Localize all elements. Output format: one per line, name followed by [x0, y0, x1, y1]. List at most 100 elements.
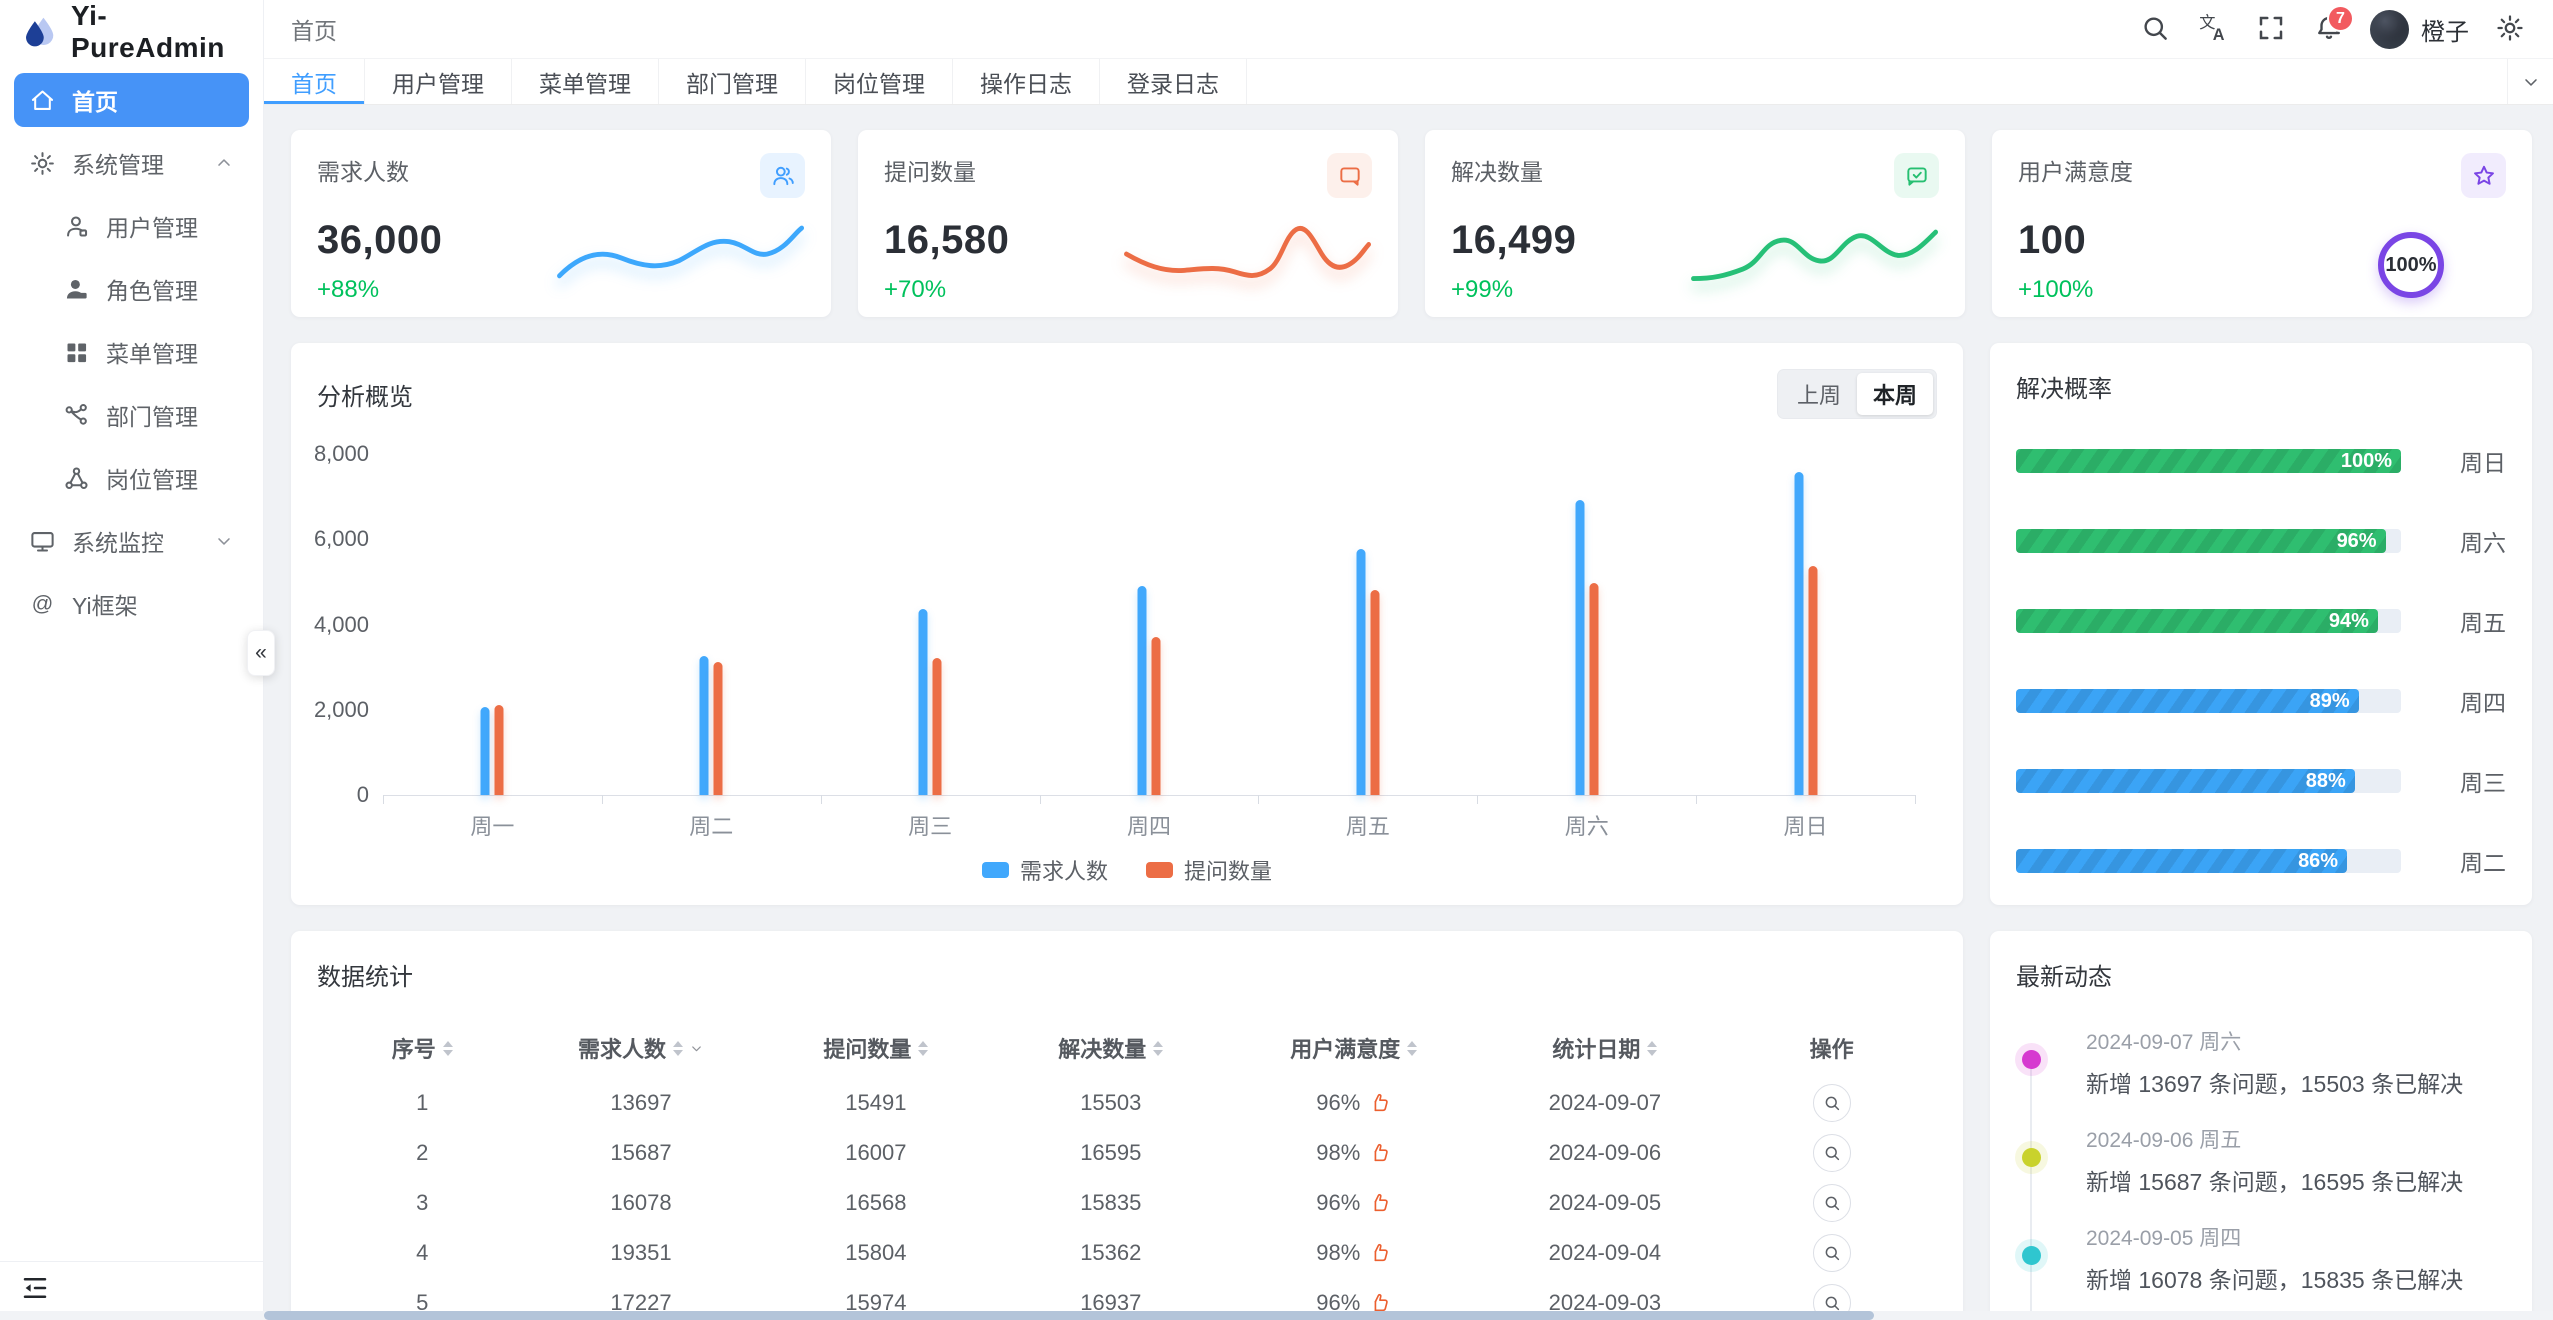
- stat-card-sparkline: [553, 213, 807, 295]
- magnifier-icon: [1823, 1244, 1841, 1262]
- bar-group: [480, 705, 504, 795]
- timeline-text: 新增 16078 条问题，15835 条已解决: [2086, 1267, 2464, 1293]
- sort-carets-icon[interactable]: [442, 1040, 453, 1056]
- tab-menu-management[interactable]: 菜单管理: [512, 59, 659, 104]
- stat-card-title: 需求人数: [317, 159, 409, 185]
- row-seq: 5: [416, 1290, 429, 1315]
- filter-chevron-icon[interactable]: [689, 1041, 704, 1056]
- week-toggle-option[interactable]: 上周: [1796, 383, 1841, 408]
- logo[interactable]: Yi-PureAdmin: [0, 0, 263, 64]
- horizontal-scrollbar-thumb[interactable]: [264, 1311, 1874, 1320]
- row-seq: 1: [416, 1090, 429, 1115]
- stat-card-header: 需求人数: [317, 153, 805, 198]
- bar-group: [1794, 472, 1818, 795]
- row-demand: 17227: [610, 1290, 672, 1315]
- tab-home[interactable]: 首页: [264, 59, 365, 104]
- column-header-label: 用户满意度: [1290, 1037, 1401, 1062]
- horizontal-scrollbar[interactable]: [0, 1311, 2553, 1320]
- column-header-label: 序号: [391, 1037, 436, 1062]
- row-view-button[interactable]: [1812, 1184, 1851, 1222]
- sidebar-item-department-management[interactable]: 部门管理: [14, 388, 249, 442]
- row-view-button[interactable]: [1812, 1234, 1851, 1272]
- news-timeline: 2024-09-07 周六 新增 13697 条问题，15503 条已解决 2024…: [2016, 1026, 2506, 1320]
- table-row: 1 13697 15491 15503 96% 2024-09-07: [317, 1078, 1937, 1128]
- column-header: 需求人数: [528, 1032, 755, 1064]
- legend-item[interactable]: 提问数量: [1146, 854, 1272, 886]
- settings-button[interactable]: [2485, 4, 2535, 54]
- timeline-item: 2024-09-05 周四 新增 16078 条问题，15835 条已解决: [2016, 1222, 2506, 1295]
- notification-button[interactable]: 7: [2304, 4, 2354, 54]
- latest-news-card: 最新动态 2024-09-07 周六 新增 13697 条问题，15503 条已解…: [1990, 931, 2532, 1320]
- stat-card-delta: +99%: [1451, 276, 1514, 303]
- timeline-dot: [2022, 1246, 2041, 1265]
- column-header-label: 需求人数: [577, 1037, 666, 1062]
- sidebar-item-user-management[interactable]: 用户管理: [14, 199, 249, 253]
- row-view-button[interactable]: [1812, 1084, 1851, 1122]
- sort-carets-icon[interactable]: [918, 1040, 929, 1056]
- sidebar-item-system-monitor[interactable]: 系统监控: [14, 514, 249, 568]
- sidebar-item-menu-management[interactable]: 菜单管理: [14, 325, 249, 379]
- progress-day-label: 周五: [2460, 610, 2506, 636]
- magnifier-icon: [1823, 1194, 1841, 1212]
- timeline-timestamp: 2024-09-06 周五: [2086, 1129, 2242, 1152]
- sort-carets-icon[interactable]: [1407, 1040, 1418, 1056]
- progress-value: 94%: [2328, 609, 2369, 632]
- sort-carets-icon[interactable]: [1153, 1040, 1164, 1056]
- tab-department-management[interactable]: 部门管理: [659, 59, 806, 104]
- tab-post-management[interactable]: 岗位管理: [806, 59, 953, 104]
- sidebar-item-role-management[interactable]: 角色管理: [14, 262, 249, 316]
- progress-fill: 94%: [2016, 609, 2378, 633]
- sidebar-item-label: 岗位管理: [106, 467, 198, 493]
- column-header: 操作: [1726, 1032, 1937, 1064]
- table-row: 3 16078 16568 15835 96% 2024-09-05: [317, 1178, 1937, 1228]
- bar-chart: 8,000 6,000 4,000 2,000 0 周一 周二 周三 周四 周五 周六 周日: [314, 441, 1916, 839]
- search-button[interactable]: [2130, 4, 2180, 54]
- row-satisfaction: 98%: [1224, 1140, 1483, 1166]
- user-menu[interactable]: 橙子: [2362, 9, 2477, 49]
- stat-card-value: 16,499: [1451, 218, 1577, 262]
- x-axis-category-label: 周二: [689, 814, 734, 839]
- sort-carets-icon[interactable]: [673, 1040, 683, 1056]
- chevron-down-icon: [214, 531, 234, 551]
- progress-fill: 89%: [2016, 689, 2359, 713]
- sidebar-collapse-button[interactable]: «: [247, 630, 275, 676]
- solve-progress-row: 96% 周六: [2016, 524, 2506, 558]
- x-axis-category-label: 周五: [1345, 814, 1390, 839]
- row-view-button[interactable]: [1812, 1134, 1851, 1172]
- bar-group: [1137, 585, 1161, 795]
- timeline-item: 2024-09-06 周五 新增 15687 条问题，16595 条已解决: [2016, 1124, 2506, 1197]
- sort-carets-icon[interactable]: [1647, 1040, 1658, 1056]
- svg-text:文: 文: [2199, 14, 2215, 32]
- search-icon: [2140, 13, 2170, 46]
- progress-fill: 100%: [2016, 449, 2401, 473]
- breadcrumb[interactable]: 首页: [291, 18, 337, 44]
- sidebar-item-home[interactable]: 首页: [14, 73, 249, 127]
- grid-icon: [63, 339, 90, 366]
- solve-probability-card: 解决概率 100%周日96%周六94%周五89%周四88%周三86%周二85%周…: [1990, 343, 2532, 905]
- tabs-dropdown-button[interactable]: [2507, 59, 2553, 104]
- tab-label: 部门管理: [686, 70, 778, 97]
- x-axis-category-label: 周一: [470, 814, 515, 839]
- week-toggle-option[interactable]: 本周: [1856, 373, 1933, 415]
- fullscreen-button[interactable]: [2246, 4, 2296, 54]
- solve-progress-row: 86% 周二: [2016, 844, 2506, 878]
- sidebar-item-post-management[interactable]: 岗位管理: [14, 451, 249, 505]
- sidebar-item-system-management[interactable]: 系统管理: [14, 136, 249, 190]
- solve-progress-row: 94% 周五: [2016, 604, 2506, 638]
- menu-fold-icon[interactable]: [20, 1273, 50, 1303]
- tab-login-log[interactable]: 登录日志: [1100, 59, 1247, 104]
- legend-item[interactable]: 需求人数: [981, 854, 1108, 886]
- solve-progress-row: 88% 周三: [2016, 764, 2506, 798]
- tab-operation-log[interactable]: 操作日志: [953, 59, 1100, 104]
- logo-drop-icon: [20, 13, 58, 51]
- chart-title: 分析概览: [317, 383, 413, 411]
- tab-user-management[interactable]: 用户管理: [365, 59, 512, 104]
- sidebar-item-label: 部门管理: [106, 404, 198, 430]
- row-date: 2024-09-03: [1548, 1290, 1662, 1315]
- progress-track: 100%: [2016, 449, 2401, 473]
- sidebar-item-yi-framework[interactable]: @ Yi框架: [14, 577, 249, 631]
- tab-label: 登录日志: [1127, 70, 1219, 97]
